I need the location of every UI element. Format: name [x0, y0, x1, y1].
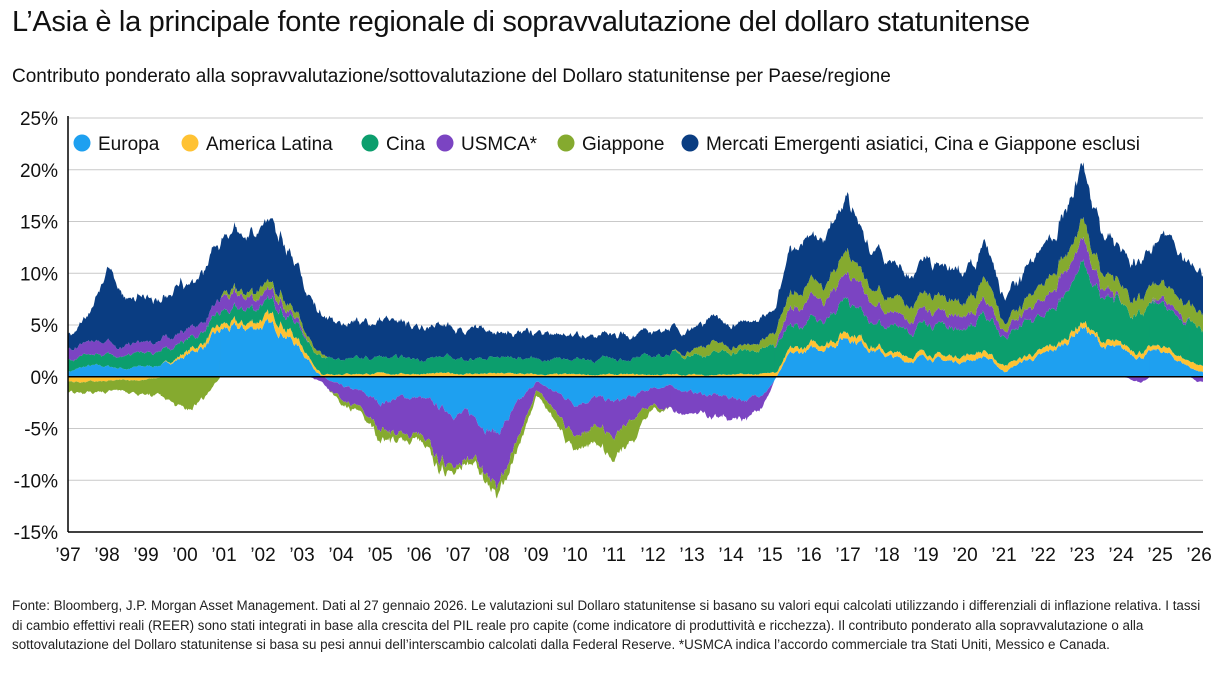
- legend-swatch: [181, 134, 199, 152]
- chart-title: L’Asia è la principale fonte regionale d…: [12, 6, 1030, 38]
- area-giappone: [68, 217, 1203, 499]
- x-tick-label: ’98: [94, 545, 119, 566]
- x-tick-label: ’05: [367, 545, 392, 566]
- x-tick-label: ’10: [562, 545, 587, 566]
- x-tick-label: ’97: [55, 545, 80, 566]
- y-tick-label: -10%: [14, 471, 58, 492]
- legend-swatch: [681, 134, 699, 152]
- x-tick-label: ’23: [1069, 545, 1094, 566]
- x-tick-label: ’16: [796, 545, 821, 566]
- legend-label: Giappone: [582, 134, 664, 155]
- x-tick-label: ’04: [328, 545, 354, 566]
- y-tick-label: 25%: [20, 109, 58, 130]
- x-tick-label: ’22: [1030, 545, 1055, 566]
- x-tick-label: ’11: [602, 545, 626, 566]
- y-tick-label: 20%: [20, 161, 58, 182]
- x-tick-label: ’20: [952, 545, 977, 566]
- y-tick-label: -5%: [24, 420, 58, 441]
- area-usmca: [68, 236, 1203, 490]
- y-tick-label: -15%: [14, 523, 58, 544]
- legend-swatch: [557, 134, 575, 152]
- legend-swatch: [73, 134, 91, 152]
- legend-swatch: [436, 134, 454, 152]
- y-tick-label: 10%: [20, 264, 58, 285]
- x-tick-label: ’14: [718, 545, 744, 566]
- x-tick-label: ’03: [289, 545, 314, 566]
- stacked-areas: [68, 162, 1203, 499]
- legend-label: Mercati Emergenti asiatici, Cina e Giapp…: [706, 134, 1140, 155]
- x-tick-label: ’06: [406, 545, 431, 566]
- legend: Europa America Latina Cina USMCA* Giappone Me…: [73, 134, 1140, 155]
- x-tick-label: ’25: [1147, 545, 1172, 566]
- x-tick-label: ’13: [679, 545, 704, 566]
- x-tick-label: ’21: [991, 545, 1016, 566]
- x-tick-label: ’15: [757, 545, 782, 566]
- x-tick-label: ’26: [1186, 545, 1211, 566]
- chart-subtitle: Contributo ponderato alla sopravvalutazi…: [12, 66, 891, 87]
- x-tick-label: ’24: [1108, 545, 1134, 566]
- x-tick-label: ’09: [523, 545, 548, 566]
- legend-label: Europa: [98, 134, 160, 155]
- x-tick-label: ’99: [133, 545, 158, 566]
- legend-swatch: [361, 134, 379, 152]
- x-tick-label: ’12: [640, 545, 665, 566]
- x-tick-label: ’07: [445, 545, 470, 566]
- x-tick-label: ’01: [211, 545, 236, 566]
- stacked-area-chart: 25% 20% 15% 10% 5% 0% -5% -10% -15%’97 ’98 ’99 ’00 ’…: [14, 109, 1212, 566]
- x-tick-label: ’19: [913, 545, 938, 566]
- source-footnote: Fonte: Bloomberg, J.P. Morgan Asset Mana…: [12, 598, 1201, 652]
- x-tick-label: ’18: [874, 545, 899, 566]
- legend-label: Cina: [386, 134, 426, 155]
- x-tick-label: ’02: [250, 545, 275, 566]
- x-tick-label: ’00: [172, 545, 197, 566]
- y-tick-label: 5%: [31, 316, 59, 337]
- x-tick-label: ’08: [484, 545, 509, 566]
- y-tick-label: 15%: [20, 213, 58, 234]
- legend-label: America Latina: [206, 134, 333, 155]
- area-cina: [68, 259, 1203, 376]
- legend-label: USMCA*: [461, 134, 538, 155]
- axes: 25% 20% 15% 10% 5% 0% -5% -10% -15%’97 ’98 ’99 ’00 ’…: [14, 109, 1212, 566]
- y-tick-label: 0%: [31, 368, 59, 389]
- x-tick-label: ’17: [835, 545, 860, 566]
